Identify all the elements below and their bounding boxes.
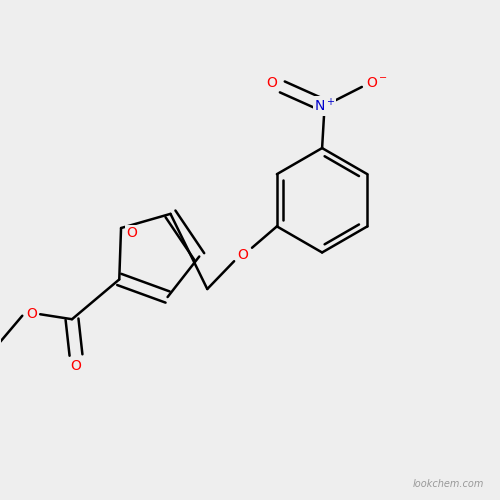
Text: O: O bbox=[126, 226, 138, 240]
Text: O: O bbox=[70, 359, 82, 373]
Text: O$^-$: O$^-$ bbox=[366, 76, 388, 90]
Text: O: O bbox=[238, 248, 248, 262]
Text: N$^+$: N$^+$ bbox=[314, 97, 336, 114]
Text: lookchem.com: lookchem.com bbox=[412, 478, 484, 488]
Text: O: O bbox=[266, 76, 277, 90]
Text: O: O bbox=[26, 307, 36, 321]
